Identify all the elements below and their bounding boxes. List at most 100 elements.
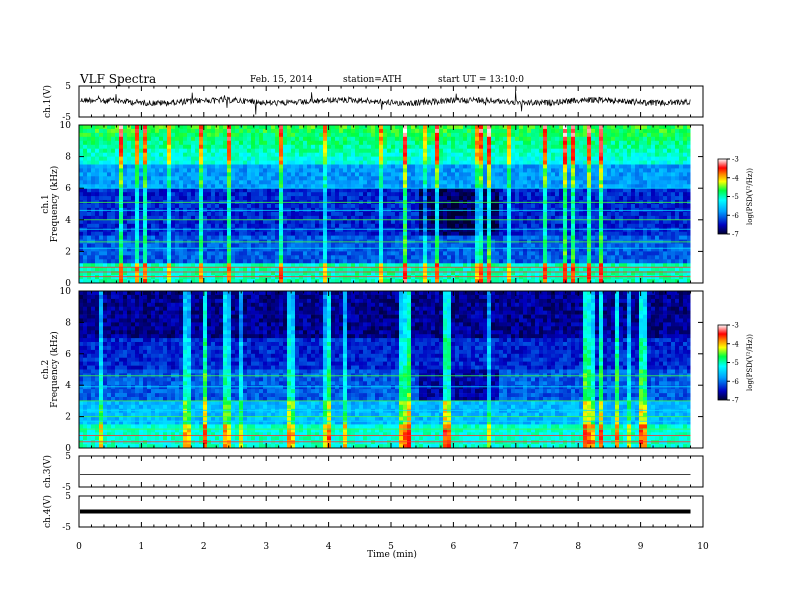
spectro-cell [327, 204, 331, 209]
spectro-cell [235, 160, 239, 165]
spectro-cell [487, 227, 491, 233]
spectro-cell [163, 168, 167, 173]
spectro-cell [443, 204, 447, 209]
spectro-cell [223, 204, 227, 209]
spectro-cell [151, 223, 155, 229]
spectro-cell [95, 172, 99, 177]
spectro-cell [271, 263, 275, 268]
spectro-cell [563, 223, 567, 229]
spectro-cell [203, 263, 207, 268]
spectro-cell [183, 263, 187, 268]
spectro-cell [351, 235, 355, 240]
spectro-cell [123, 227, 127, 233]
spectro-cell [423, 172, 427, 177]
spectro-cell [223, 188, 227, 193]
spectro-cell [359, 148, 363, 154]
spectro-cell [383, 176, 387, 181]
spectro-cell [435, 275, 439, 280]
spectro-cell [327, 255, 331, 260]
spectro-cell [431, 247, 435, 252]
spectro-cell [119, 196, 123, 201]
spectro-cell [147, 128, 151, 134]
spectro-cell [443, 128, 447, 134]
spectro-cell [435, 267, 439, 272]
spectro-cell [199, 168, 203, 173]
spectro-cell [215, 219, 219, 225]
spectro-cell [503, 128, 507, 134]
spectro-cell [183, 152, 187, 158]
spectro-cell [515, 235, 519, 240]
spectro-cell [171, 156, 175, 161]
spectro-cell [335, 176, 339, 181]
spectro-cell [79, 204, 83, 209]
spectro-cell [159, 279, 163, 284]
spectro-cell [519, 235, 523, 240]
spectro-cell [139, 192, 143, 197]
spectro-cell [427, 223, 431, 229]
spectro-cell [407, 188, 411, 193]
spectro-cell [271, 247, 275, 252]
spectro-cell [463, 211, 467, 217]
spectro-cell [123, 188, 127, 193]
spectro-cell [383, 231, 387, 237]
spectro-cell [475, 125, 479, 130]
spectro-cell [247, 243, 251, 248]
spectro-cell [219, 160, 223, 165]
spectro-cell [167, 180, 171, 185]
spectro-cell [459, 172, 463, 177]
spectro-cell [167, 144, 171, 150]
spectro-cell [211, 172, 215, 177]
spectro-cell [415, 267, 419, 272]
spectro-cell [503, 164, 507, 169]
spectro-cell [279, 156, 283, 161]
spectro-cell [391, 219, 395, 225]
spectro-cell [87, 271, 91, 276]
spectro-cell [499, 148, 503, 154]
spectro-cell [79, 215, 83, 221]
spectro-cell [335, 279, 339, 284]
spectro-cell [191, 243, 195, 248]
spectro-cell [523, 152, 527, 158]
spectro-cell [515, 144, 519, 150]
spectro-cell [91, 125, 95, 130]
spectro-cell [407, 168, 411, 173]
spectro-cell [235, 243, 239, 248]
spectro-cell [403, 204, 407, 209]
spectro-cell [383, 271, 387, 276]
spectro-cell [447, 247, 451, 252]
spectro-cell [375, 227, 379, 233]
spectro-cell [95, 231, 99, 237]
spectro-cell [87, 235, 91, 240]
spectro-cell [251, 204, 255, 209]
spectro-cell [275, 172, 279, 177]
spectro-cell [395, 180, 399, 185]
spectro-cell [203, 279, 207, 284]
spectro-cell [143, 164, 147, 169]
spectro-cell [139, 204, 143, 209]
spectro-cell [287, 271, 291, 276]
spectro-cell [95, 140, 99, 146]
spectro-cell [423, 235, 427, 240]
spectro-cell [515, 172, 519, 177]
spectro-cell [287, 132, 291, 138]
spectro-cell [331, 263, 335, 268]
spectro-cell [383, 148, 387, 154]
spectro-cell [459, 227, 463, 233]
spectro-cell [155, 243, 159, 248]
spectro-cell [527, 247, 531, 252]
spectro-cell [159, 235, 163, 240]
spectro-cell [259, 271, 263, 276]
spectro-cell [283, 156, 287, 161]
spectro-cell [155, 172, 159, 177]
spectro-cell [183, 215, 187, 221]
spectro-cell [159, 148, 163, 154]
spectro-cell [515, 176, 519, 181]
spectro-cell [471, 128, 475, 134]
spectro-cell [479, 215, 483, 221]
spectro-cell [195, 275, 199, 280]
spectro-cell [143, 152, 147, 158]
spectro-cell [163, 267, 167, 272]
spectro-cell [415, 144, 419, 150]
spectro-cell [339, 263, 343, 268]
spectro-cell [479, 279, 483, 284]
